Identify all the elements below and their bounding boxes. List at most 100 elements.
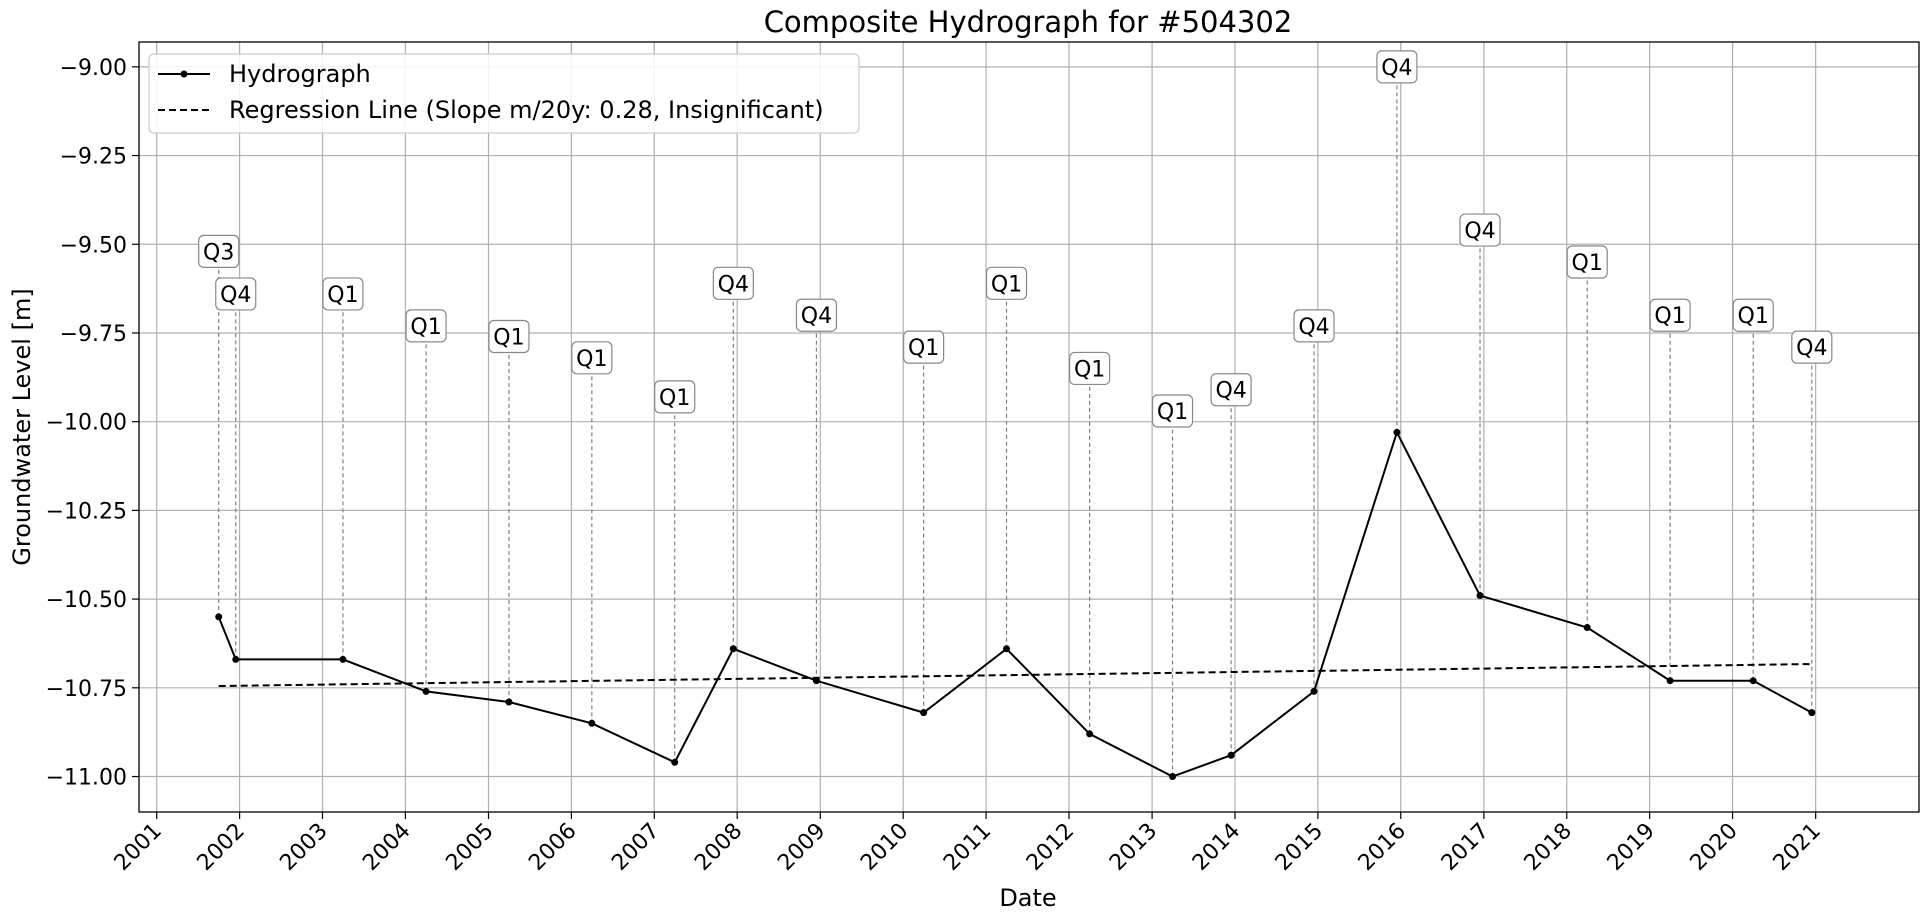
y-axis-label: Groundwater Level [m]	[8, 288, 36, 565]
y-tick-label: −10.75	[46, 677, 127, 702]
x-tick-label: 2020	[1686, 819, 1743, 876]
quarter-label: Q4	[1464, 219, 1495, 244]
y-tick-label: −11.00	[46, 766, 127, 791]
hydrograph-series	[215, 428, 1816, 781]
quarter-label-box	[215, 277, 257, 311]
legend-hydrograph-label: Hydrograph	[229, 60, 371, 88]
x-tick-label: 2018	[1520, 819, 1577, 876]
x-tick-label: 2004	[358, 819, 415, 876]
quarter-label-box	[571, 341, 613, 375]
hydrograph-point	[1808, 709, 1816, 717]
hydrograph-point	[1749, 677, 1757, 685]
quarter-label: Q4	[1298, 315, 1329, 340]
quarter-label-box	[795, 298, 838, 332]
hydrograph-point	[505, 698, 513, 706]
quarter-labels: Q3 Q4 Q1 Q1 Q1 Q1 Q1 Q4 Q4 Q1 Q1 Q1 Q1 Q4 Q4 Q4 Q4 Q1 Q1 Q1…	[198, 50, 1833, 428]
quarter-drop-lines	[218, 66, 1813, 777]
quarter-label-box	[1293, 309, 1335, 343]
x-tick-label: 2006	[524, 819, 581, 876]
quarter-label: Q4	[1215, 379, 1246, 404]
y-axis: −9.00 −9.25 −9.50 −9.75 −10.00 −10.25 −10.50 −1…	[46, 56, 139, 791]
quarter-label-box	[1566, 245, 1608, 279]
plot-frame	[138, 41, 1920, 813]
x-tick-label: 2011	[939, 819, 996, 876]
quarter-label-box	[488, 319, 530, 354]
hydrograph-point	[1393, 428, 1401, 436]
hydrograph-point	[1310, 687, 1318, 695]
quarter-label: Q3	[203, 240, 234, 265]
quarter-label: Q1	[1738, 304, 1769, 329]
x-tick-label: 2019	[1603, 819, 1660, 876]
quarter-label: Q1	[493, 326, 524, 351]
quarter-label-box	[405, 309, 447, 343]
chart-title: Composite Hydrograph for #504302	[764, 5, 1293, 39]
quarter-label: Q1	[991, 272, 1022, 297]
hydrograph-point	[920, 709, 928, 717]
quarter-label-box	[1069, 351, 1111, 386]
y-tick-label: −9.25	[60, 145, 127, 170]
quarter-label: Q1	[576, 347, 607, 372]
hydrograph-point	[215, 613, 223, 621]
hydrograph-point	[422, 687, 430, 695]
x-tick-label: 2013	[1105, 819, 1162, 876]
hydrograph-point	[671, 758, 679, 766]
quarter-label-box	[1459, 213, 1501, 247]
quarter-label: Q4	[718, 272, 749, 297]
x-tick-label: 2021	[1769, 819, 1826, 876]
x-tick-label: 2001	[110, 819, 167, 876]
quarter-label: Q1	[1654, 304, 1685, 329]
x-tick-label: 2016	[1354, 819, 1411, 876]
quarter-label-box	[903, 330, 945, 364]
hydrograph-point	[588, 719, 596, 727]
quarter-label: Q1	[1074, 357, 1105, 382]
quarter-label: Q4	[1381, 56, 1412, 81]
quarter-label-box	[712, 266, 754, 300]
x-tick-label: 2010	[856, 819, 913, 876]
legend-regression-label: Regression Line (Slope m/20y: 0.28, Insi…	[229, 96, 824, 124]
y-tick-label: −10.00	[46, 411, 127, 436]
hydrograph-point	[1003, 645, 1011, 653]
quarter-label-box	[1732, 298, 1774, 332]
hydrograph-line	[217, 429, 1813, 778]
quarter-label-box	[1649, 298, 1691, 332]
hydrograph-point	[812, 677, 820, 685]
quarter-label-box	[654, 380, 696, 414]
hydrograph-point	[1227, 751, 1235, 759]
x-tick-label: 2012	[1022, 819, 1079, 876]
y-tick-label: −9.50	[60, 233, 127, 258]
quarter-label-box	[985, 266, 1028, 300]
quarter-label-box	[1210, 373, 1252, 407]
x-tick-label: 2009	[773, 819, 830, 876]
quarter-label: Q1	[1157, 400, 1188, 425]
hydrograph-point	[1476, 592, 1484, 600]
x-axis-label: Date	[999, 884, 1056, 912]
y-tick-label: −10.25	[46, 499, 127, 524]
hydrograph-point	[1169, 773, 1177, 781]
hydrograph-point	[729, 645, 737, 653]
quarter-label: Q1	[327, 283, 358, 308]
regression-line	[218, 663, 1812, 688]
quarter-label-box	[1151, 394, 1194, 428]
regression-series	[218, 663, 1812, 688]
quarter-label: Q1	[1572, 251, 1603, 276]
quarter-label: Q4	[801, 304, 832, 329]
quarter-label: Q1	[659, 386, 690, 411]
legend-hydrograph-marker	[180, 70, 188, 78]
legend: Hydrograph Regression Line (Slope m/20y:…	[148, 53, 860, 134]
x-tick-label: 2017	[1437, 819, 1494, 876]
quarter-label-box	[322, 277, 364, 311]
y-tick-label: −9.75	[60, 322, 127, 347]
quarter-label: Q1	[908, 336, 939, 361]
quarter-label: Q4	[220, 283, 251, 308]
x-tick-label: 2007	[607, 819, 664, 876]
x-axis: 2001 2002 2003 2004 2005 2006 2007 2008 2009 2010…	[110, 812, 1826, 876]
y-tick-label: −9.00	[60, 56, 127, 81]
x-tick-label: 2015	[1271, 819, 1328, 876]
hydrograph-point	[1666, 677, 1674, 685]
quarter-label: Q1	[410, 315, 441, 340]
x-tick-label: 2014	[1188, 819, 1245, 876]
quarter-label: Q4	[1796, 336, 1827, 361]
x-tick-label: 2005	[441, 819, 498, 876]
hydrograph-point	[339, 655, 347, 663]
